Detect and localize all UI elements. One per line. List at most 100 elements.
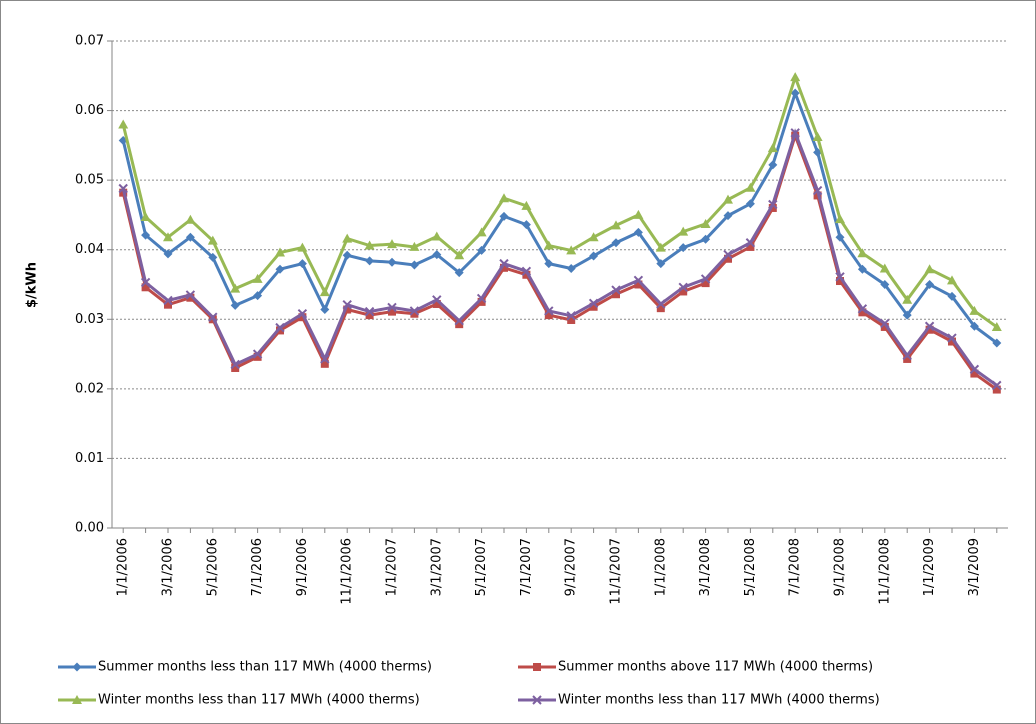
marker <box>275 264 285 274</box>
marker <box>522 270 531 279</box>
legend-label: Summer months less than 117 MWh (4000 th… <box>98 660 432 675</box>
x-tick-label: 11/1/2007 <box>609 538 624 605</box>
x-tick-label: 11/1/2006 <box>340 538 355 605</box>
marker <box>969 364 980 375</box>
x-tick-label: 9/1/2007 <box>564 538 579 596</box>
marker <box>410 309 419 318</box>
marker <box>656 299 666 309</box>
y-tick-label: 0.06 <box>75 103 104 118</box>
x-tick-label: 11/1/2008 <box>877 538 892 605</box>
marker <box>342 233 353 243</box>
x-tick-label: 9/1/2006 <box>295 538 310 596</box>
marker <box>790 72 801 82</box>
marker <box>948 337 956 346</box>
marker <box>141 230 151 240</box>
marker <box>678 226 689 236</box>
marker <box>812 185 823 196</box>
marker <box>768 203 777 212</box>
marker <box>319 287 330 297</box>
marker <box>700 274 711 284</box>
marker <box>656 259 666 269</box>
marker <box>388 307 396 316</box>
marker <box>970 369 979 378</box>
marker <box>612 290 620 299</box>
marker <box>275 247 285 257</box>
legend-label: Winter months less than 117 MWh (4000 th… <box>98 693 420 708</box>
marker <box>252 273 263 283</box>
marker <box>858 308 867 317</box>
marker <box>566 245 577 255</box>
marker <box>879 263 890 273</box>
marker <box>857 304 868 314</box>
marker <box>185 214 196 224</box>
marker <box>343 305 352 314</box>
marker <box>992 385 1001 394</box>
marker <box>544 306 554 316</box>
marker <box>633 209 644 219</box>
marker <box>588 232 599 242</box>
y-axis-label: $/kWh <box>25 262 40 308</box>
marker <box>118 119 129 129</box>
y-tick-label: 0.01 <box>75 451 104 466</box>
marker <box>140 277 151 288</box>
marker <box>141 283 150 292</box>
marker <box>723 211 733 221</box>
x-tick-label: 7/1/2006 <box>250 538 265 596</box>
legend-label: Winter months less than 117 MWh (4000 th… <box>558 693 880 708</box>
marker <box>476 293 487 304</box>
x-tick-label: 5/1/2008 <box>743 538 758 596</box>
marker <box>835 272 845 282</box>
x-tick-label: 9/1/2008 <box>833 538 848 596</box>
marker <box>499 258 509 269</box>
marker <box>655 242 666 252</box>
marker <box>320 359 329 368</box>
marker <box>364 306 375 317</box>
marker <box>701 234 711 244</box>
marker <box>499 193 509 203</box>
marker <box>857 264 867 274</box>
marker <box>790 88 800 98</box>
marker <box>387 302 397 313</box>
y-tick-label: 0.07 <box>75 34 104 49</box>
marker <box>790 128 800 138</box>
marker <box>476 227 487 237</box>
marker <box>208 312 218 322</box>
x-tick-label: 1/1/2009 <box>922 538 937 596</box>
marker <box>409 306 420 316</box>
marker <box>611 238 621 248</box>
marker <box>835 214 845 224</box>
marker <box>185 232 195 242</box>
marker <box>925 280 935 289</box>
marker <box>432 250 442 260</box>
series-line <box>121 130 998 391</box>
marker <box>947 275 957 285</box>
x-tick-label: 1/1/2006 <box>116 538 131 596</box>
y-tick-label: 0.05 <box>75 173 104 188</box>
marker <box>991 321 1002 331</box>
x-tick-label: 5/1/2006 <box>205 538 220 596</box>
marker <box>836 277 844 286</box>
marker <box>298 313 307 322</box>
marker <box>947 291 957 301</box>
marker <box>365 256 375 266</box>
marker <box>455 320 464 329</box>
marker <box>276 326 284 335</box>
x-tick-label: 3/1/2008 <box>698 538 713 596</box>
marker <box>723 194 733 204</box>
y-tick-label: 0.03 <box>75 312 104 327</box>
x-tick-label: 3/1/2009 <box>967 538 982 596</box>
marker <box>186 293 195 302</box>
y-tick-label: 0.00 <box>75 521 104 536</box>
series-line <box>121 128 998 387</box>
marker <box>297 259 307 269</box>
marker <box>72 662 82 672</box>
marker <box>387 257 397 267</box>
marker <box>230 283 241 293</box>
legend-item: Summer months less than 117 MWh (4000 th… <box>58 660 432 675</box>
marker <box>746 242 755 251</box>
marker <box>409 241 420 251</box>
marker <box>633 275 644 286</box>
marker <box>164 300 172 309</box>
marker <box>521 220 531 230</box>
